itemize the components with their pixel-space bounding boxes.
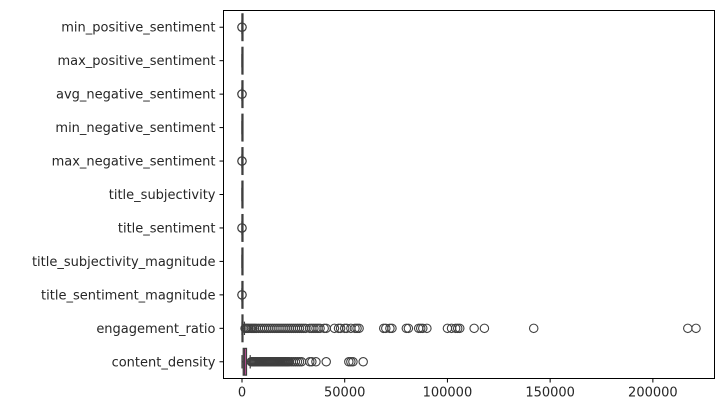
outlier-point bbox=[329, 323, 340, 334]
x-tick-label: 0 bbox=[238, 386, 246, 401]
outlier-point bbox=[691, 323, 701, 334]
outlier-point bbox=[479, 323, 490, 334]
y-tick-label: avg_negative_sentiment bbox=[56, 88, 216, 103]
outlier-point bbox=[237, 89, 247, 99]
box-group-title-sentiment bbox=[237, 213, 247, 242]
y-tick-label: max_negative_sentiment bbox=[52, 155, 216, 170]
outlier-point bbox=[354, 323, 364, 334]
outlier-point bbox=[403, 323, 414, 334]
box-group-avg-negative-sentiment bbox=[237, 80, 247, 109]
outlier-point bbox=[381, 323, 391, 334]
x-tick-label: 50000 bbox=[324, 386, 365, 401]
outlier-point bbox=[307, 357, 317, 367]
outlier-point bbox=[452, 323, 463, 334]
y-tick-label: engagement_ratio bbox=[96, 322, 215, 337]
box-group-title-subjectivity-magnitude bbox=[241, 247, 244, 276]
box-group-engagement-ratio bbox=[240, 314, 701, 343]
outlier-point bbox=[455, 323, 465, 334]
outlier-point bbox=[321, 357, 331, 367]
plot-frame bbox=[223, 10, 715, 379]
outlier-point bbox=[418, 323, 428, 334]
box-group-min-negative-sentiment bbox=[241, 113, 244, 142]
chart-marks bbox=[237, 13, 701, 376]
outlier-point bbox=[335, 323, 346, 334]
outlier-point bbox=[358, 357, 368, 367]
outlier-point bbox=[348, 357, 358, 367]
outlier-point bbox=[387, 323, 397, 334]
outlier-point bbox=[321, 323, 331, 334]
outlier-point bbox=[237, 156, 247, 166]
box-group-title-subjectivity bbox=[241, 180, 244, 209]
outlier-point bbox=[346, 357, 356, 367]
x-tick-label: 100000 bbox=[423, 386, 473, 401]
y-tick-label: title_subjectivity bbox=[109, 188, 216, 203]
box-group-min-positive-sentiment bbox=[237, 13, 247, 42]
x-tick-label: 150000 bbox=[525, 386, 575, 401]
y-axis-ticks: min_positive_sentiment max_positive_senti… bbox=[32, 21, 224, 370]
y-tick-label: min_negative_sentiment bbox=[55, 121, 215, 136]
outlier-point bbox=[237, 290, 247, 300]
y-tick-label: title_subjectivity_magnitude bbox=[32, 255, 216, 270]
outlier-point bbox=[422, 323, 432, 334]
outlier-point bbox=[237, 223, 247, 233]
x-tick-label: 200000 bbox=[628, 386, 678, 401]
y-tick-label: min_positive_sentiment bbox=[61, 21, 215, 36]
y-tick-label: content_density bbox=[112, 355, 216, 370]
outlier-point bbox=[401, 323, 412, 334]
box-group-title-sentiment-magnitude bbox=[237, 280, 247, 309]
y-tick-label: max_positive_sentiment bbox=[57, 54, 215, 69]
x-axis-ticks: 0 50000 100000 150000 200000 bbox=[238, 378, 678, 401]
outlier-point bbox=[683, 323, 693, 334]
outlier-point bbox=[237, 22, 247, 32]
y-tick-label: title_sentiment bbox=[118, 221, 216, 236]
box-group-max-positive-sentiment bbox=[241, 46, 244, 75]
outlier-point bbox=[469, 323, 479, 334]
outlier-point bbox=[528, 323, 539, 334]
outlier-point bbox=[311, 357, 321, 367]
box-group-max-negative-sentiment bbox=[237, 147, 247, 176]
box-group-content-density bbox=[241, 347, 368, 376]
outlier-point bbox=[352, 323, 362, 334]
outlier-point bbox=[315, 323, 325, 334]
y-tick-label: title_sentiment_magnitude bbox=[41, 288, 215, 303]
